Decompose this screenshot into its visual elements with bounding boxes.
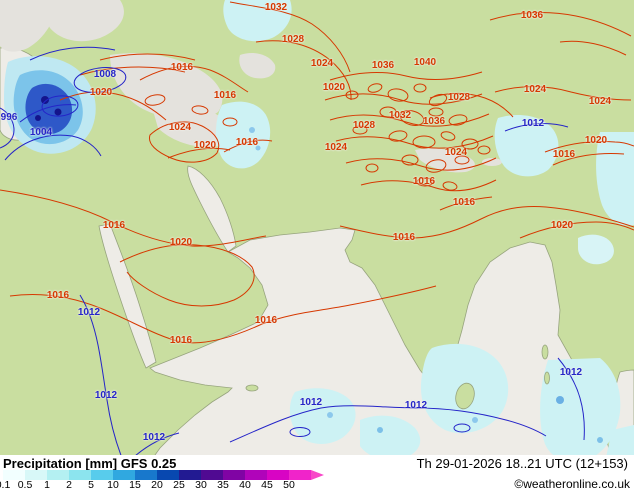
- legend-value: 0.5: [17, 479, 33, 491]
- legend-value: 0.1: [0, 479, 11, 491]
- isobars-blue: [0, 46, 585, 455]
- legend-swatch: [3, 470, 25, 480]
- legend-swatch: [157, 470, 179, 480]
- legend-value: 20: [151, 479, 163, 491]
- legend-swatch: [25, 470, 47, 480]
- legend-swatch: [179, 470, 201, 480]
- legend-swatch: [245, 470, 267, 480]
- legend-swatch: [47, 470, 69, 480]
- legend-value: 40: [239, 479, 251, 491]
- legend-swatch: [135, 470, 157, 480]
- isobars-red: [0, 1, 634, 344]
- legend-swatch: [223, 470, 245, 480]
- legend-value: 45: [261, 479, 273, 491]
- legend-value: 2: [66, 479, 72, 491]
- legend-value: 15: [129, 479, 141, 491]
- forecast-datetime: Th 29-01-2026 18..21 UTC (12+153): [416, 456, 628, 471]
- precipitation-patches: [4, 0, 634, 455]
- legend-swatch: [201, 470, 223, 480]
- islands: [245, 344, 550, 410]
- map-canvas: [0, 0, 634, 455]
- cloud-patches: [0, 0, 502, 173]
- legend-swatch: [69, 470, 91, 480]
- legend-swatch: [91, 470, 113, 480]
- legend-bar: Precipitation [mm] GFS 0.25 Th 29-01-202…: [0, 455, 634, 491]
- legend-value: 35: [217, 479, 229, 491]
- copyright: ©weatheronline.co.uk: [514, 477, 630, 491]
- legend-title: Precipitation [mm] GFS 0.25: [3, 456, 177, 471]
- legend-value: 25: [173, 479, 185, 491]
- legend-swatch: [267, 470, 289, 480]
- legend-value: 10: [107, 479, 119, 491]
- legend-swatch: [289, 470, 311, 480]
- legend-scale-swatches: [3, 470, 311, 480]
- legend-value: 1: [44, 479, 50, 491]
- legend-value: 50: [283, 479, 295, 491]
- legend-value: 30: [195, 479, 207, 491]
- legend-value: 5: [88, 479, 94, 491]
- weather-map: 1032 1028 1016 1024 1020 1036 1040 1036 1024 1028…: [0, 0, 634, 455]
- legend-scale-arrow: [311, 470, 324, 480]
- legend-swatch: [113, 470, 135, 480]
